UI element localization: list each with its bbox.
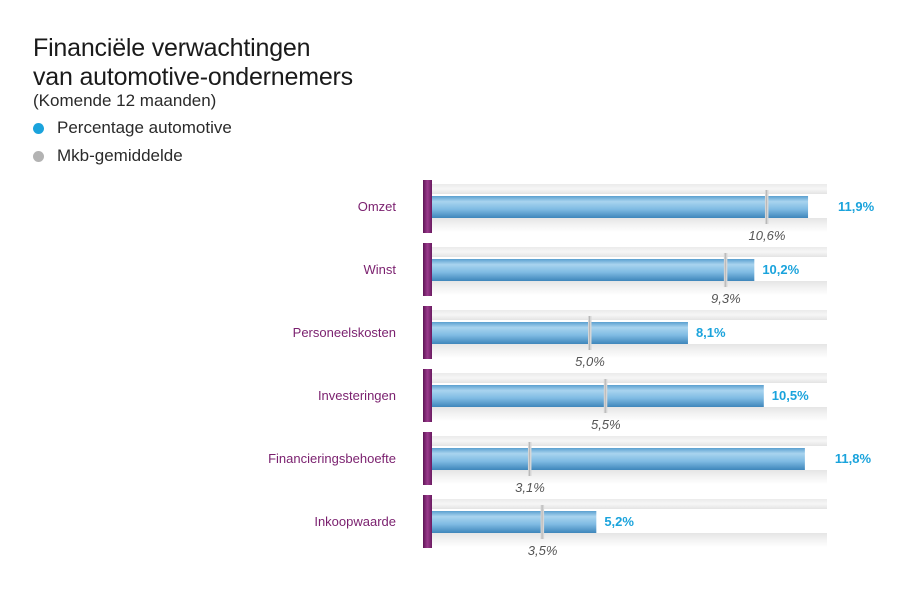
- row-marker-personeelskosten: [423, 306, 432, 359]
- value-label-automotive-winst: 10,2%: [762, 262, 799, 277]
- bar-track-personeelskosten: [432, 310, 827, 320]
- legend-label-mkb: Mkb-gemiddelde: [57, 146, 183, 165]
- bar-track-financieringsbehoefte: [432, 436, 827, 446]
- bar-automotive-investeringen: [432, 385, 764, 407]
- chart-title: Financiële verwachtingen van automotive-…: [33, 34, 353, 92]
- bar-automotive-financieringsbehoefte: [432, 448, 805, 470]
- legend-item-automotive: Percentage automotive: [33, 118, 232, 138]
- legend-dot-automotive-icon: [33, 122, 44, 134]
- category-label-inkoopwaarde: Inkoopwaarde: [314, 514, 396, 529]
- bar-track-investeringen: [432, 373, 827, 383]
- chart-title-line-2: van automotive-ondernemers: [33, 63, 353, 91]
- legend-dot-mkb-icon: [33, 150, 44, 162]
- row-marker-inkoopwaarde: [423, 495, 432, 548]
- bar-shadow-financieringsbehoefte: [432, 470, 827, 484]
- row-marker-financieringsbehoefte: [423, 432, 432, 485]
- chart-subtitle: (Komende 12 maanden): [33, 91, 217, 110]
- value-label-mkb-winst: 9,3%: [711, 291, 741, 306]
- category-label-winst: Winst: [364, 262, 397, 277]
- bar-shadow-winst: [432, 281, 827, 295]
- bar-automotive-personeelskosten: [432, 322, 688, 344]
- bar-track-winst: [432, 247, 827, 257]
- value-label-automotive-investeringen: 10,5%: [772, 388, 809, 403]
- value-label-mkb-investeringen: 5,5%: [591, 417, 621, 432]
- value-label-mkb-omzet: 10,6%: [749, 228, 786, 243]
- chart-title-line-1: Financiële verwachtingen: [33, 34, 311, 62]
- category-label-financieringsbehoefte: Financieringsbehoefte: [268, 451, 396, 466]
- value-label-automotive-inkoopwaarde: 5,2%: [604, 514, 634, 529]
- bar-automotive-inkoopwaarde: [432, 511, 597, 533]
- value-label-automotive-omzet: 11,9%: [838, 199, 875, 214]
- row-marker-omzet: [423, 180, 432, 233]
- value-label-mkb-inkoopwaarde: 3,5%: [528, 543, 558, 558]
- bar-track-inkoopwaarde: [432, 499, 827, 509]
- category-label-investeringen: Investeringen: [318, 388, 396, 403]
- value-label-mkb-personeelskosten: 5,0%: [575, 354, 605, 369]
- value-label-mkb-financieringsbehoefte: 3,1%: [515, 480, 545, 495]
- bar-automotive-omzet: [432, 196, 809, 218]
- bar-shadow-personeelskosten: [432, 344, 827, 358]
- bar-automotive-winst: [432, 259, 755, 281]
- category-label-personeelskosten: Personeelskosten: [293, 325, 396, 340]
- row-marker-investeringen: [423, 369, 432, 422]
- row-marker-winst: [423, 243, 432, 296]
- bar-shadow-omzet: [432, 218, 827, 232]
- bar-shadow-inkoopwaarde: [432, 533, 827, 547]
- legend-item-mkb: Mkb-gemiddelde: [33, 146, 183, 166]
- value-label-automotive-personeelskosten: 8,1%: [696, 325, 726, 340]
- category-label-omzet: Omzet: [358, 199, 397, 214]
- legend-label-automotive: Percentage automotive: [57, 118, 232, 137]
- bar-track-omzet: [432, 184, 827, 194]
- value-label-automotive-financieringsbehoefte: 11,8%: [835, 451, 872, 466]
- bar-shadow-investeringen: [432, 407, 827, 421]
